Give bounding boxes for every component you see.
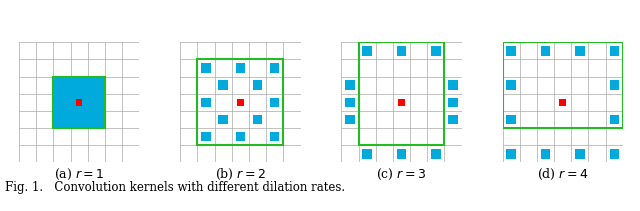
Bar [76, 99, 83, 106]
Bar [88, 94, 105, 111]
Bar [431, 149, 440, 159]
Bar [506, 80, 516, 90]
Bar [609, 46, 619, 55]
Bar [197, 59, 284, 145]
Bar [236, 63, 245, 73]
Bar [88, 77, 105, 94]
Bar [449, 115, 458, 124]
Bar [398, 99, 405, 106]
Bar [202, 98, 211, 107]
Bar [202, 132, 211, 141]
Bar [358, 42, 445, 145]
Bar [449, 80, 458, 90]
Bar [253, 115, 262, 124]
Bar [218, 115, 228, 124]
Bar [54, 77, 105, 128]
Bar [270, 98, 280, 107]
Bar [559, 99, 566, 106]
Bar [506, 115, 516, 124]
Bar [397, 149, 406, 159]
Bar [541, 46, 550, 55]
Bar [506, 149, 516, 159]
Bar [202, 63, 211, 73]
Bar [575, 149, 584, 159]
Bar [54, 94, 70, 111]
Bar [236, 132, 245, 141]
Bar [431, 46, 440, 55]
Bar [54, 77, 70, 94]
Bar [70, 77, 88, 94]
Bar [218, 80, 228, 90]
X-axis label: (b) $r = 2$: (b) $r = 2$ [215, 167, 266, 182]
Bar [345, 80, 355, 90]
Bar [253, 80, 262, 90]
X-axis label: (d) $r = 4$: (d) $r = 4$ [537, 167, 588, 182]
Bar [54, 111, 70, 128]
Bar [609, 80, 619, 90]
Bar [345, 98, 355, 107]
Bar [609, 149, 619, 159]
Bar [397, 46, 406, 55]
Bar [237, 99, 244, 106]
Bar [70, 94, 88, 111]
Bar [70, 111, 88, 128]
Bar [575, 46, 584, 55]
Bar [270, 63, 280, 73]
Bar [502, 42, 623, 128]
Bar [541, 149, 550, 159]
X-axis label: (a) $r = 1$: (a) $r = 1$ [54, 167, 104, 182]
Bar [362, 46, 372, 55]
X-axis label: (c) $r = 3$: (c) $r = 3$ [376, 167, 427, 182]
Bar [345, 115, 355, 124]
Bar [270, 132, 280, 141]
Bar [88, 111, 105, 128]
Bar [362, 149, 372, 159]
Bar [609, 115, 619, 124]
Text: Fig. 1.   Convolution kernels with different dilation rates.: Fig. 1. Convolution kernels with differe… [5, 181, 345, 195]
Bar [506, 46, 516, 55]
Bar [449, 98, 458, 107]
